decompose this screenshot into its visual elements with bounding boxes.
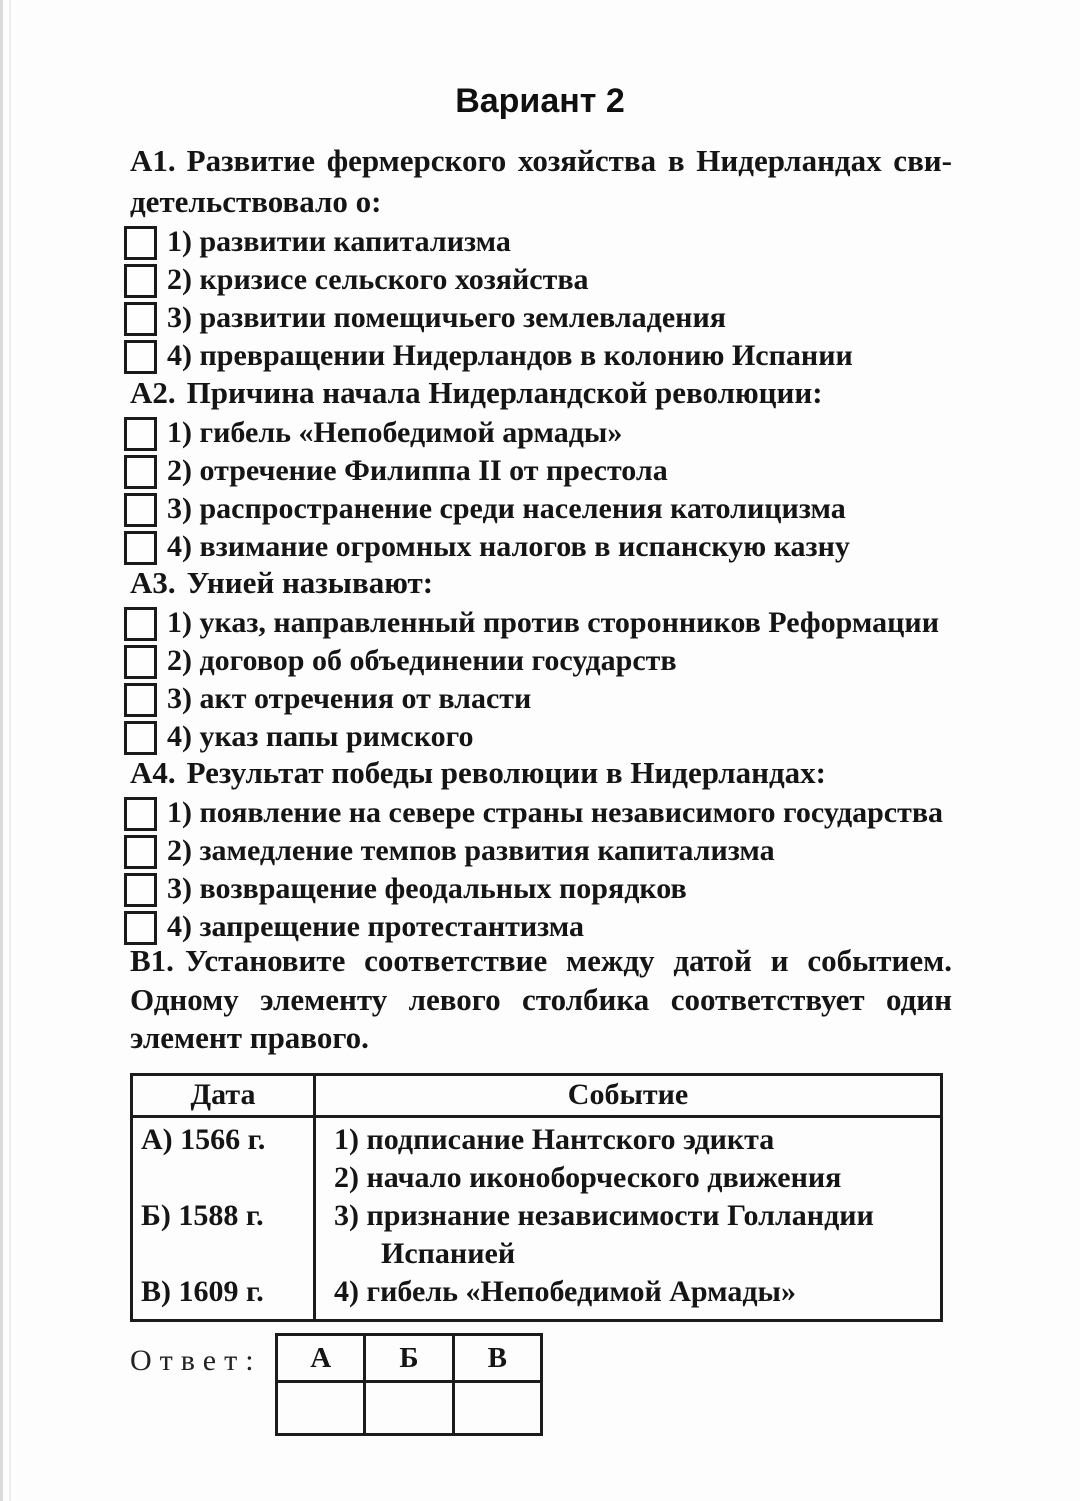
date-item: В) 1609 г. <box>141 1275 264 1308</box>
question-text: А4. Результат победы революции в Нидерлан… <box>130 755 826 790</box>
event-item: 2) начало иконоборческого движения <box>334 1161 842 1194</box>
answer-checkbox[interactable] <box>124 645 157 679</box>
event-item: 3) признание независимости Голландии <box>334 1199 874 1232</box>
question-number: А2. <box>130 375 176 410</box>
match-table: Дата Событие А) 1566 г. Б) 1588 г. В) 16… <box>130 1073 943 1322</box>
answer-checkbox[interactable] <box>124 264 157 298</box>
option-row: 3) возвращение феодальных порядков <box>124 870 952 908</box>
match-table-body: А) 1566 г. Б) 1588 г. В) 1609 г. 1) подп… <box>133 1118 940 1319</box>
answer-checkbox[interactable] <box>124 226 157 260</box>
answer-checkbox[interactable] <box>124 340 157 374</box>
answer-input-a[interactable] <box>278 1383 363 1433</box>
option-label: 3) акт отречения от власти <box>167 682 532 715</box>
option-row: 1) указ, направленный против сторонников… <box>124 604 952 642</box>
answer-checkbox[interactable] <box>124 911 157 945</box>
option-label: 1) гибель «Непобедимой армады» <box>167 416 623 449</box>
option-row: 4) взимание огромных налогов в испанскую… <box>124 528 952 566</box>
option-label: 1) развитии капитализма <box>167 225 511 258</box>
question-number: В1. <box>130 943 174 978</box>
option-label: 1) указ, направленный против сторонников… <box>167 606 939 639</box>
question-text: Одному элементу левого столбика соответс… <box>130 981 952 1017</box>
option-row: 4) указ папы римского <box>124 718 952 756</box>
options-list: 1) развитии капитализма 2) кризисе сельс… <box>124 223 952 375</box>
answer-label: Ответ: <box>130 1344 262 1377</box>
answer-checkbox[interactable] <box>124 493 157 527</box>
option-row: 3) распространение среди населения катол… <box>124 490 952 528</box>
answer-checkbox[interactable] <box>124 531 157 565</box>
answer-checkbox[interactable] <box>124 797 157 831</box>
options-list: 1) гибель «Непобедимой армады» 2) отрече… <box>124 414 952 566</box>
scan-edge-line <box>0 0 3 1501</box>
answer-column-b: Б <box>363 1336 451 1380</box>
option-row: 1) появление на севере страны независимо… <box>124 794 952 832</box>
option-label: 4) указ папы римского <box>167 720 474 753</box>
answer-checkbox[interactable] <box>124 417 157 451</box>
question-text: А1. Развитие фермерского хозяйства в Ниде… <box>130 143 952 178</box>
option-label: 3) возвращение феодальных порядков <box>167 872 687 905</box>
event-item: 1) подписание Нантского эдикта <box>334 1123 775 1156</box>
question-text: А3. Унией называют: <box>130 565 434 600</box>
answer-input-v[interactable] <box>451 1383 540 1433</box>
answer-input-b[interactable] <box>363 1383 451 1433</box>
option-label: 4) взимание огромных налогов в испанскую… <box>167 530 850 563</box>
option-label: 4) запрещение протестантизма <box>167 910 585 943</box>
option-label: 2) замедление темпов развития капитализм… <box>167 834 775 867</box>
option-row: 1) развитии капитализма <box>124 223 952 261</box>
answer-column-a: А <box>310 1342 332 1374</box>
answer-checkbox[interactable] <box>124 683 157 717</box>
question-text: детельствовало о: <box>130 184 382 219</box>
option-label: 4) превращении Нидерландов в колонию Исп… <box>167 339 853 372</box>
option-row: 2) отречение Филиппа II от престола <box>124 452 952 490</box>
answer-checkbox[interactable] <box>124 873 157 907</box>
match-table-header: Дата Событие <box>133 1076 940 1118</box>
scan-edge-line <box>9 0 11 1501</box>
answer-table: А Б В <box>275 1333 543 1436</box>
answer-table-header: А Б В <box>278 1336 540 1383</box>
question-number: А3. <box>130 565 176 600</box>
date-item: Б) 1588 г. <box>141 1199 264 1232</box>
answer-checkbox[interactable] <box>124 302 157 336</box>
question-text: В1. Установите соответствие между датой и… <box>130 943 952 978</box>
question-a3: А3. Унией называют: 1) указ, направленный… <box>124 562 952 756</box>
question-a2: А2. Причина начала Нидерландской революци… <box>124 372 952 566</box>
option-row: 4) превращении Нидерландов в колонию Исп… <box>124 337 952 375</box>
page-title: Вариант 2 <box>455 82 625 120</box>
answer-checkbox[interactable] <box>124 455 157 489</box>
question-a1: А1. Развитие фермерского хозяйства в Ниде… <box>124 140 952 375</box>
options-list: 1) указ, направленный против сторонников… <box>124 604 952 756</box>
question-b1: В1. Установите соответствие между датой и… <box>130 942 952 1058</box>
option-row: 1) гибель «Непобедимой армады» <box>124 414 952 452</box>
event-item-continuation: Испанией <box>381 1237 516 1270</box>
column-header-date: Дата <box>133 1076 316 1115</box>
question-a4: А4. Результат победы революции в Нидерлан… <box>124 752 952 946</box>
question-text: элемент правого. <box>130 1020 369 1055</box>
option-label: 2) договор об объединении государств <box>167 644 677 677</box>
option-row: 4) запрещение протестантизма <box>124 908 952 946</box>
answer-column-v: В <box>451 1336 540 1380</box>
answer-checkbox[interactable] <box>124 607 157 641</box>
dates-cell: А) 1566 г. Б) 1588 г. В) 1609 г. <box>133 1118 316 1319</box>
date-item: А) 1566 г. <box>141 1123 266 1156</box>
answer-table-inputs <box>278 1383 540 1433</box>
option-label: 3) развитии помещичьего землевладения <box>167 301 726 334</box>
options-list: 1) появление на севере страны независимо… <box>124 794 952 946</box>
event-item: 4) гибель «Непобедимой Армады» <box>334 1275 796 1308</box>
question-number: А4. <box>130 755 176 790</box>
option-row: 2) кризисе сельского хозяйства <box>124 261 952 299</box>
option-row: 2) замедление темпов развития капитализм… <box>124 832 952 870</box>
option-label: 2) отречение Филиппа II от престола <box>167 454 668 487</box>
option-label: 3) распространение среди населения катол… <box>167 492 846 525</box>
option-row: 2) договор об объединении государств <box>124 642 952 680</box>
option-label: 2) кризисе сельского хозяйства <box>167 263 589 296</box>
question-text: А2. Причина начала Нидерландской революци… <box>130 375 823 410</box>
question-number: А1. <box>130 143 176 178</box>
option-row: 3) развитии помещичьего землевладения <box>124 299 952 337</box>
option-row: 3) акт отречения от власти <box>124 680 952 718</box>
answer-checkbox[interactable] <box>124 721 157 755</box>
answer-checkbox[interactable] <box>124 835 157 869</box>
events-cell: 1) подписание Нантского эдикта 2) начало… <box>316 1118 940 1319</box>
column-header-event: Событие <box>567 1078 689 1111</box>
option-label: 1) появление на севере страны независимо… <box>167 796 944 829</box>
